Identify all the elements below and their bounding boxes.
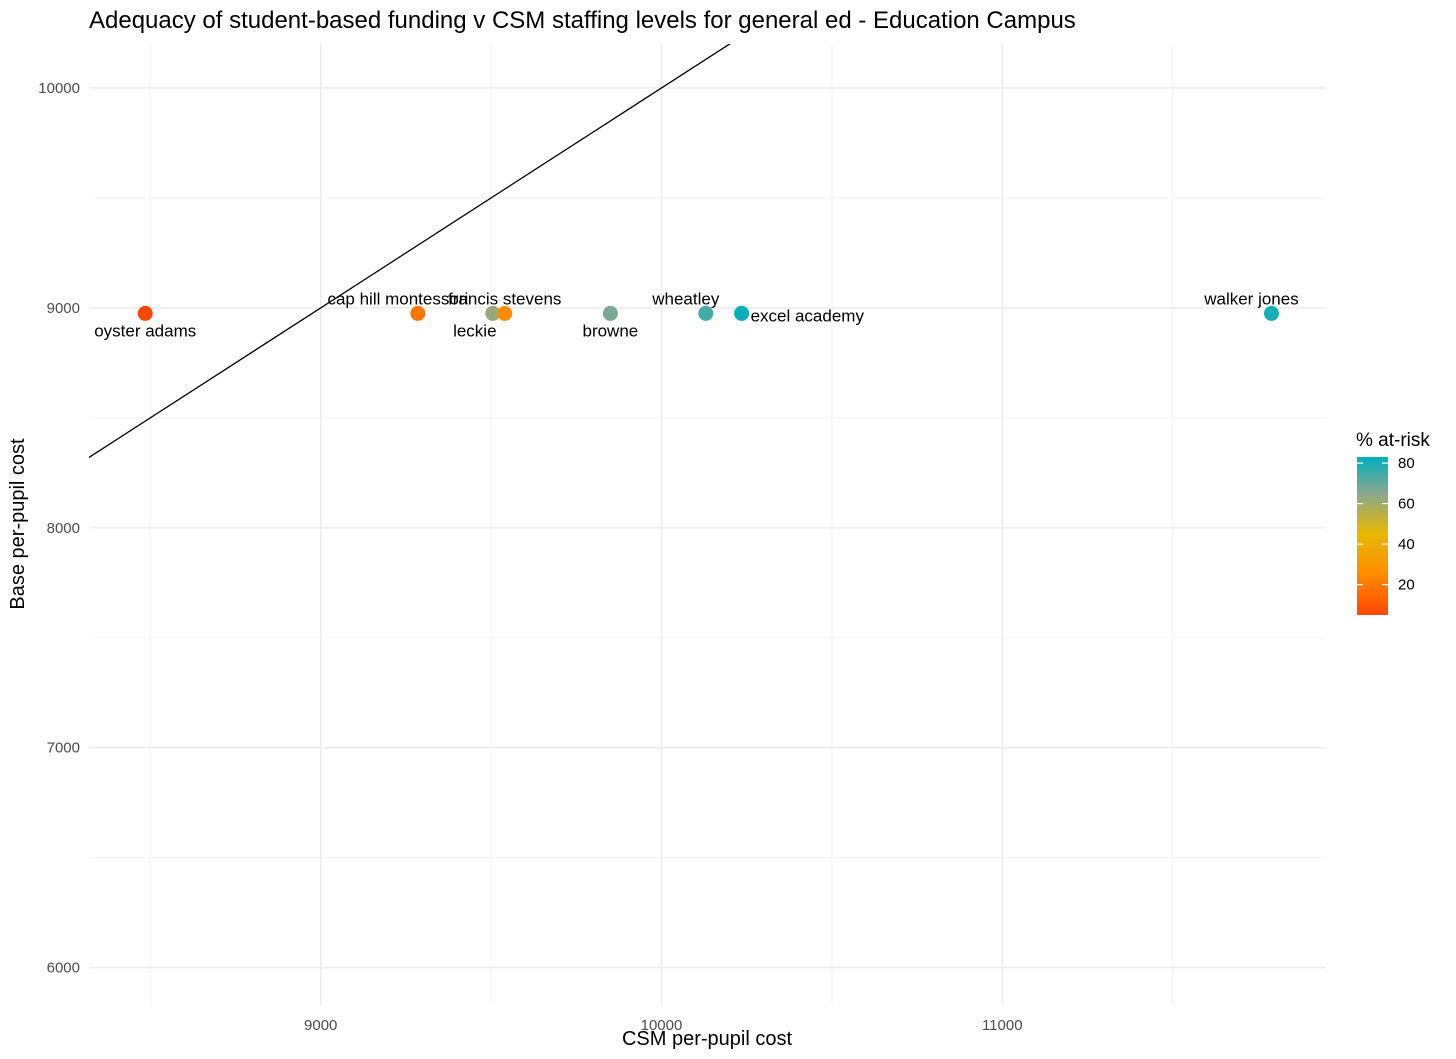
data-point — [602, 305, 618, 321]
point-label: excel academy — [751, 306, 865, 325]
data-point — [734, 305, 750, 321]
legend-ticks: 20 40 60 80 — [1357, 455, 1415, 594]
y-tick-label: 9000 — [47, 300, 80, 317]
point-label: walker jones — [1203, 289, 1299, 308]
chart-title: Adequacy of student-based funding v CSM … — [89, 7, 1076, 34]
legend-tick-label: 60 — [1398, 496, 1415, 513]
data-point — [137, 305, 153, 321]
x-tick-label: 11000 — [982, 1017, 1023, 1034]
y-tick-label: 7000 — [47, 740, 80, 757]
data-point — [497, 305, 513, 321]
legend-tick-label: 80 — [1398, 455, 1415, 472]
y-axis-ticks: 6000 7000 8000 9000 10000 — [38, 80, 80, 977]
legend-tick-label: 20 — [1398, 577, 1415, 594]
point-label: cap hill montessori — [327, 289, 468, 308]
x-axis-ticks: 9000 10000 11000 — [304, 1017, 1023, 1034]
x-tick-label: 10000 — [641, 1017, 683, 1034]
data-point — [410, 305, 426, 321]
point-labels-layer: oyster adams cap hill montessori leckie fra… — [94, 289, 1299, 340]
data-point — [698, 305, 714, 321]
legend-tick-label: 40 — [1398, 536, 1415, 553]
point-label: browne — [582, 321, 638, 340]
point-label: francis stevens — [448, 289, 561, 308]
major-grid — [89, 44, 1326, 1005]
points-layer — [137, 305, 1279, 321]
x-tick-label: 9000 — [304, 1017, 337, 1034]
color-legend: % at-risk 20 40 60 80 — [1356, 430, 1430, 615]
point-label: wheatley — [651, 289, 720, 308]
legend-title: % at-risk — [1356, 430, 1430, 451]
reference-line-layer — [89, 44, 731, 458]
data-point — [1263, 305, 1279, 321]
y-tick-label: 6000 — [47, 960, 80, 977]
minor-grid — [89, 44, 1326, 1005]
y-axis-title: Base per-pupil cost — [7, 438, 29, 610]
point-label: leckie — [453, 321, 496, 340]
y-tick-label: 10000 — [38, 80, 80, 97]
reference-line — [89, 44, 731, 458]
legend-colorbar — [1357, 457, 1388, 615]
point-label: oyster adams — [94, 321, 196, 340]
y-tick-label: 8000 — [47, 520, 80, 537]
data-point — [485, 305, 501, 321]
x-axis-title: CSM per-pupil cost — [622, 1028, 793, 1050]
